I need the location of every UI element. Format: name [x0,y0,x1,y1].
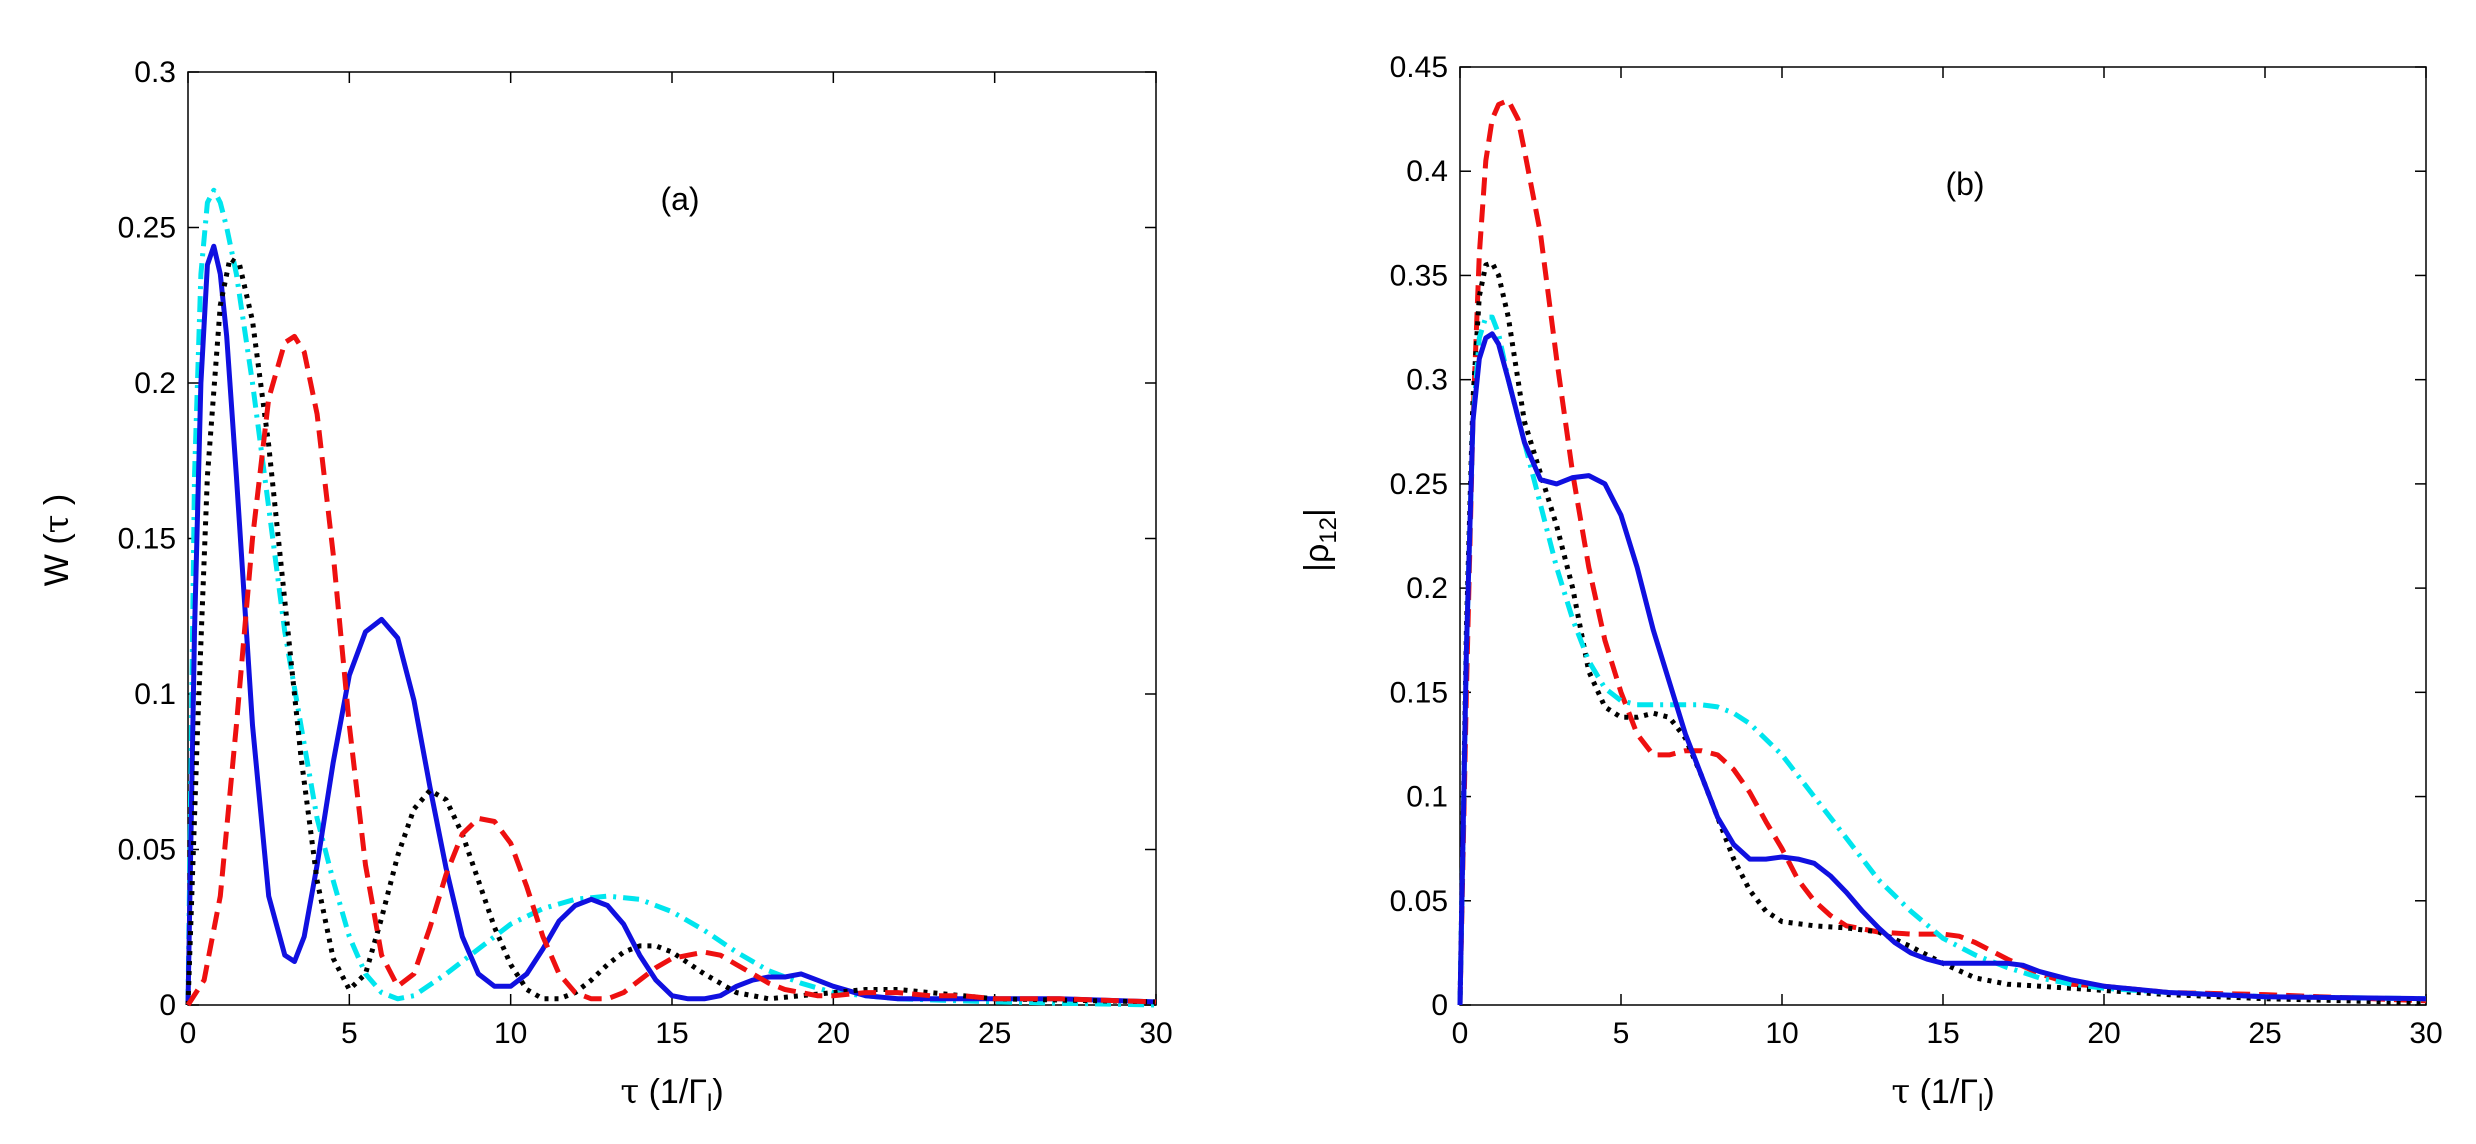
y-tick-label: 0.1 [134,678,176,711]
panel-label: (b) [1945,166,1984,202]
series-line-blue-solid [1457,331,2427,1006]
x-tick-label: 15 [655,1017,688,1050]
x-axis-label: τ (1/Γl) [620,1072,723,1117]
x-axis-label: τ (1/Γl) [1891,1072,1994,1117]
y-tick-label: 0.45 [1390,51,1448,84]
y-tick-label: 0.4 [1406,155,1448,188]
curve-group [185,187,1157,1008]
y-tick-label: 0.15 [1390,676,1448,709]
y-tick-label: 0.3 [1406,364,1448,397]
y-axis-label: W (τ ) [37,494,77,586]
series-line-cyan-dash-dot [185,187,1157,1008]
y-tick-label: 0.2 [134,367,176,400]
x-tick-label: 30 [1139,1017,1172,1050]
x-tick-label: 10 [1765,1017,1798,1050]
y-tick-label: 0.25 [118,212,176,245]
x-tick-label: 30 [2409,1017,2442,1050]
series-line-black-dotted [185,256,1157,1006]
plot-frame [187,71,1157,1006]
y-axis-label: |ρ12| [1298,508,1342,572]
tick-group: 0 5 10 15 20 25 30 0 0.05 0.1 0.15 0.2 0.25 0.3 [118,56,1173,1050]
panel-label: (a) [660,181,699,217]
x-tick-label: 0 [180,1017,197,1050]
x-tick-label: 10 [494,1017,527,1050]
series-line-cyan-dash-dot [1457,314,2427,1006]
x-tick-label: 20 [2087,1017,2120,1050]
plot-frame [1459,66,2427,1006]
y-tick-label: 0.05 [118,834,176,867]
y-tick-label: 0.1 [1406,781,1448,814]
x-tick-label: 20 [817,1017,850,1050]
x-tick-label: 25 [978,1017,1011,1050]
x-tick-label: 5 [341,1017,358,1050]
series-line-red-dashed [1457,97,2427,1006]
y-tick-label: 0 [1431,989,1448,1022]
y-tick-label: 0.35 [1390,259,1448,292]
x-tick-label: 15 [1926,1017,1959,1050]
curve-group [1457,97,2427,1006]
tick-group: 0 5 10 15 20 25 30 0 0.05 0.1 0.15 0.2 0.25 0.3 0.35 0.… [1390,51,2443,1050]
panel-a: 0 5 10 15 20 25 30 0 0.05 0.1 0.15 0.2 0.25 0.3 (a) W… [37,56,1173,1117]
y-tick-label: 0.25 [1390,468,1448,501]
x-tick-label: 0 [1452,1017,1469,1050]
series-line-blue-solid [185,243,1157,1006]
x-tick-label: 5 [1613,1017,1630,1050]
series-line-red-dashed [185,333,1157,1007]
x-tick-label: 25 [2248,1017,2281,1050]
y-tick-label: 0 [159,989,176,1022]
y-tick-label: 0.2 [1406,572,1448,605]
y-tick-label: 0.3 [134,56,176,89]
y-tick-label: 0.05 [1390,885,1448,918]
panel-b: 0 5 10 15 20 25 30 0 0.05 0.1 0.15 0.2 0.25 0.3 0.35 0.… [1298,51,2443,1117]
y-tick-label: 0.15 [118,523,176,556]
